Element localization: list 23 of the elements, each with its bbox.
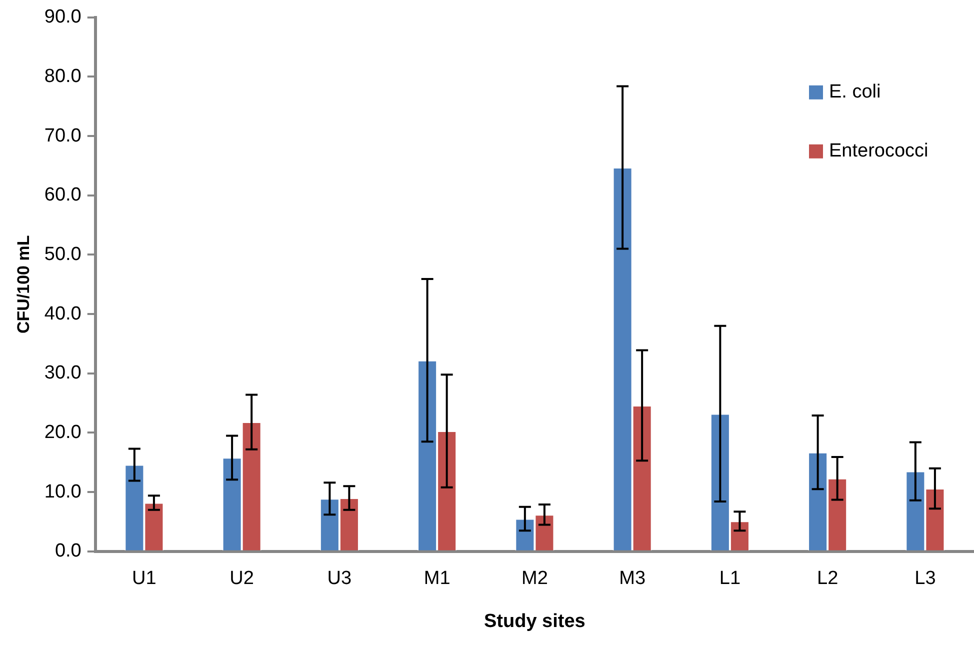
y-tick-label: 90.0 <box>44 6 82 28</box>
x-tick-label: U1 <box>132 568 156 590</box>
y-tick-label: 50.0 <box>44 244 82 265</box>
x-axis-title: Study sites <box>484 610 586 632</box>
x-tick-label: L3 <box>914 568 936 590</box>
x-tick-label: L1 <box>719 568 741 590</box>
y-axis-title: CFU/100 mL <box>14 235 33 334</box>
legend-label: Enterococci <box>829 140 928 162</box>
y-tick-label: 20.0 <box>44 422 82 443</box>
x-tick-label: U2 <box>230 568 254 590</box>
y-tick-label: 0.0 <box>54 540 82 562</box>
x-tick-label: U3 <box>327 568 352 590</box>
legend-label: E. coli <box>829 82 881 103</box>
y-tick-label: 70.0 <box>44 125 82 146</box>
y-tick-label: 10.0 <box>44 481 82 502</box>
y-tick-label: 40.0 <box>44 303 82 324</box>
x-tick-label: L2 <box>816 568 838 590</box>
x-tick-label: M3 <box>619 568 646 590</box>
x-tick-label: M1 <box>424 568 450 590</box>
y-tick-label: 30.0 <box>44 362 82 384</box>
y-tick-label: 80.0 <box>44 66 82 87</box>
y-tick-label: 60.0 <box>44 184 82 206</box>
x-tick-label: M2 <box>521 568 548 590</box>
